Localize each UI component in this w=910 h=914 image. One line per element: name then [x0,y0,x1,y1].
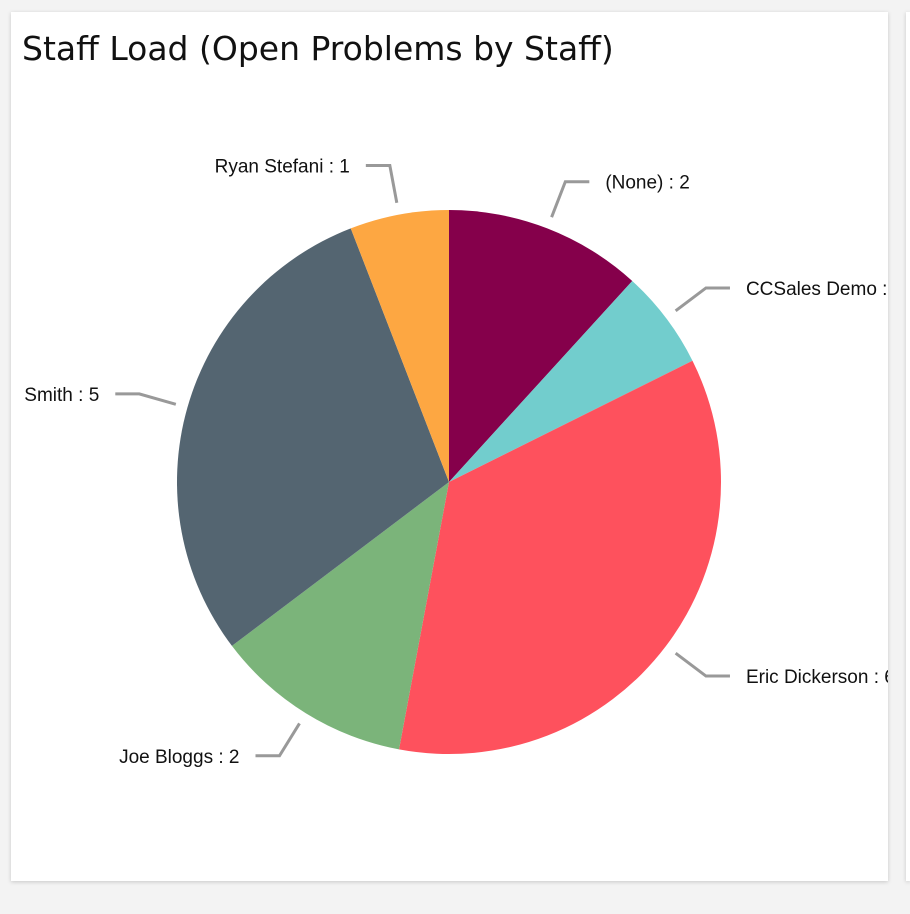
data-label-none: (None) : 2 [605,173,689,194]
pie-slices [176,210,721,754]
pie-chart: (None) : 2 CCSales Demo : 1 Eric Dickerson… [24,156,888,767]
slice-none[interactable] [449,210,633,482]
slice-joe-bloggs[interactable] [231,482,449,750]
slice-ryan-stefani[interactable] [350,210,449,482]
data-label-ccsales-demo: CCSales Demo : 1 [746,279,888,300]
chart-card: Staff Load (Open Problems by Staff) (Non… [11,12,888,881]
chart-title: Staff Load (Open Problems by Staff) [22,29,614,68]
data-label-joe-bloggs: Joe Bloggs : 2 [119,747,239,768]
connector-eric-dickerson [674,651,730,678]
slice-ccsales-demo[interactable] [449,280,693,482]
adjacent-panel-edge [906,12,910,881]
slice-smith[interactable] [176,228,449,646]
connector-joe-bloggs [255,722,301,758]
pie-labels: (None) : 2 CCSales Demo : 1 Eric Dickerson… [24,156,888,767]
data-label-smith: Smith : 5 [24,385,99,406]
connector-none [550,180,590,218]
data-label-ryan-stefani: Ryan Stefani : 1 [215,156,350,177]
data-label-eric-dickerson: Eric Dickerson : 6 [746,667,888,688]
connector-smith [115,392,177,406]
connector-ccsales-demo [674,286,730,313]
slice-eric-dickerson[interactable] [399,360,721,754]
connector-ryan-stefani [365,163,399,204]
